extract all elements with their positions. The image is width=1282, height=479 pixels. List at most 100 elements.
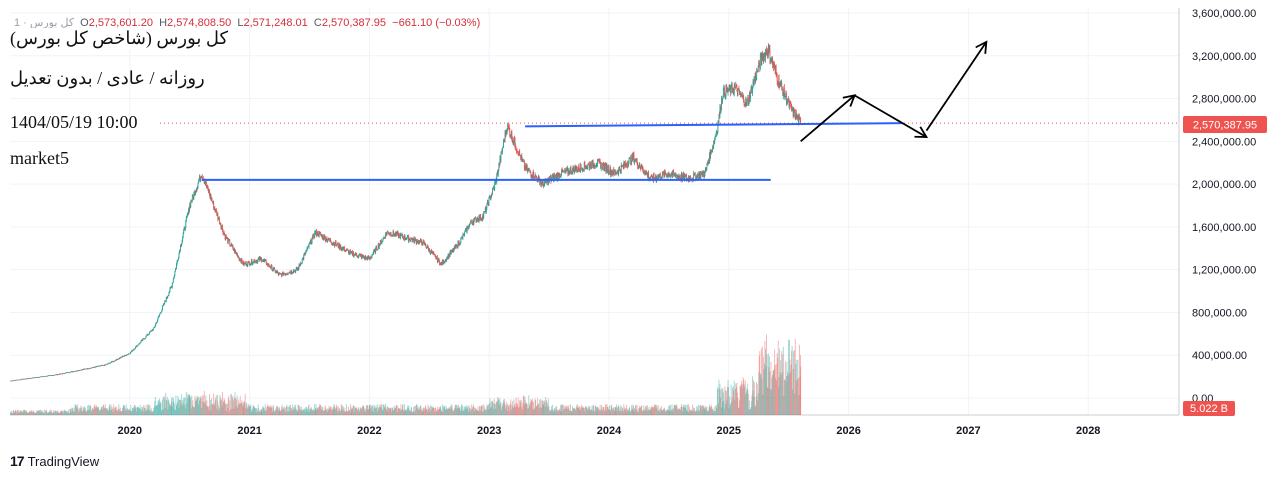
- tradingview-branding[interactable]: 17 TradingView: [10, 453, 99, 469]
- candle-body: [595, 165, 597, 167]
- candle-body: [517, 151, 519, 156]
- volume-bar: [616, 410, 618, 415]
- candle-body: [607, 166, 609, 172]
- candle-body: [431, 250, 433, 253]
- candle-body: [694, 172, 696, 176]
- candle-body: [600, 165, 602, 169]
- volume-bar: [598, 408, 600, 415]
- candle-body: [776, 73, 778, 75]
- candle-body: [767, 46, 769, 56]
- candle-body: [438, 258, 440, 261]
- candle-body: [382, 238, 384, 241]
- candle-body: [344, 251, 346, 252]
- projection-arrows[interactable]: [800, 40, 988, 143]
- volume-bar: [324, 405, 326, 415]
- tradingview-brand-label: TradingView: [27, 453, 100, 469]
- candle-body: [751, 86, 752, 88]
- candle-body: [763, 53, 765, 61]
- volume-bar: [777, 357, 779, 415]
- volume-bar: [88, 404, 90, 415]
- projection-arrow[interactable]: [854, 94, 929, 138]
- candle-body: [464, 231, 466, 232]
- candle-body: [490, 196, 491, 200]
- candle-body: [761, 53, 763, 60]
- volume-bar: [66, 411, 68, 415]
- volume-bar: [326, 408, 328, 415]
- candle-body: [653, 174, 655, 178]
- candle-body: [299, 265, 301, 266]
- volume-bar: [751, 401, 752, 415]
- volume-bar: [264, 404, 266, 415]
- volume-bar: [482, 404, 484, 415]
- price-axis[interactable]: 3,600,000.003,200,000.002,800,000.002,40…: [1192, 8, 1256, 405]
- volume-bar: [766, 354, 768, 415]
- volume-bar: [589, 408, 590, 415]
- volume-bar: [320, 405, 322, 415]
- volume-bar: [452, 410, 454, 415]
- candle-body: [368, 256, 370, 260]
- chart-title-annotation[interactable]: کل بورس (شاخص کل بورس): [10, 28, 233, 49]
- candle-body: [20, 379, 22, 381]
- candle-body: [135, 346, 136, 349]
- candle-body: [209, 194, 211, 198]
- volume-bar: [643, 409, 645, 415]
- candle-body: [341, 248, 343, 250]
- trendline[interactable]: [525, 122, 903, 128]
- candle-body: [28, 378, 30, 379]
- volume-bar: [736, 383, 738, 415]
- candle-body: [384, 237, 385, 238]
- candle-body: [243, 263, 245, 266]
- candle-body: [80, 369, 82, 371]
- symbol-label[interactable]: 1 · کل بورس: [14, 17, 75, 29]
- candle-body: [567, 170, 569, 174]
- volume-bar: [114, 409, 116, 415]
- volume-bar: [453, 411, 455, 415]
- volume-bar: [354, 408, 356, 415]
- projection-arrow[interactable]: [800, 94, 857, 143]
- candle-body: [417, 240, 419, 243]
- author-annotation[interactable]: market5: [10, 148, 69, 168]
- candle-body: [711, 150, 713, 153]
- volume-bar: [167, 409, 169, 415]
- candle-body: [100, 365, 102, 367]
- volume-bar: [253, 407, 255, 415]
- candle-body: [782, 92, 784, 96]
- projection-arrow[interactable]: [925, 40, 988, 132]
- candle-body: [106, 364, 108, 365]
- volume-bar: [245, 404, 247, 415]
- candle-body: [70, 371, 71, 373]
- volume-bar: [773, 369, 775, 415]
- candlestick-series[interactable]: [10, 43, 802, 382]
- volume-bar: [302, 410, 304, 415]
- trendlines[interactable]: [201, 122, 903, 181]
- candle-body: [130, 352, 132, 353]
- volume-bar: [169, 404, 171, 415]
- volume-bar: [26, 412, 28, 415]
- candle-body: [319, 232, 321, 234]
- volume-bar: [348, 406, 350, 415]
- candle-body: [742, 95, 744, 97]
- candle-body: [569, 173, 570, 175]
- candle-body: [508, 127, 510, 130]
- volume-bar: [725, 403, 727, 415]
- chart-subtitle-annotation[interactable]: روزانه / عادی / بدون تعدیل: [10, 68, 205, 88]
- candle-body: [795, 112, 797, 119]
- volume-bar: [352, 405, 354, 415]
- volume-bar: [98, 409, 100, 415]
- candle-body: [144, 338, 146, 339]
- volume-bar: [581, 405, 583, 415]
- candle-body: [750, 87, 752, 94]
- volume-bar: [746, 383, 748, 415]
- candle-body: [173, 277, 175, 279]
- time-axis[interactable]: 2020 2021 2022 2023 2024 2025 2026 2027 2028: [118, 425, 1101, 437]
- volume-bar: [314, 404, 316, 415]
- candle-body: [475, 217, 477, 223]
- volume-bar: [203, 401, 205, 415]
- datetime-annotation[interactable]: 1404/05/19 10:00: [10, 112, 138, 132]
- candle-body: [247, 261, 249, 266]
- candle-body: [509, 129, 511, 136]
- ohlc-legend: 1 · کل بورس O2,573,601.20 H2,574,808.50 …: [14, 16, 480, 29]
- price-badge-text: 2,570,387.95: [1193, 120, 1257, 132]
- candle-body: [609, 167, 611, 173]
